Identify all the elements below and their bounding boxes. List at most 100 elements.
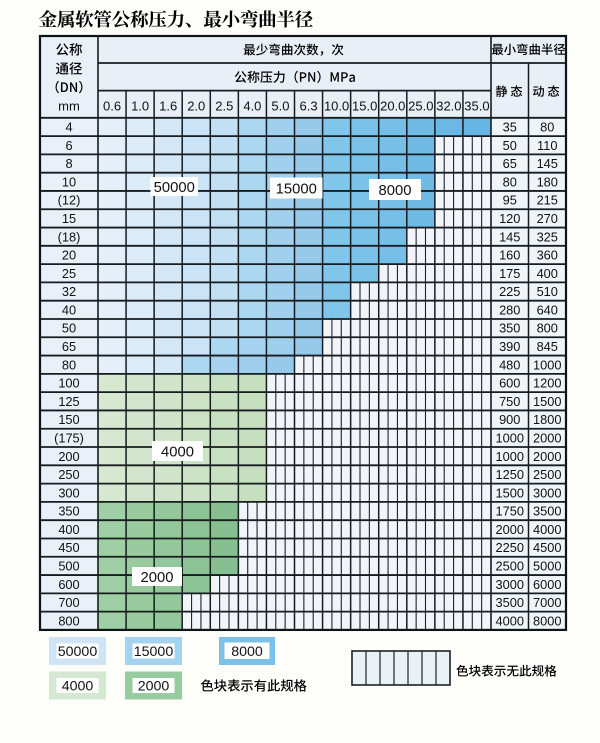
svg-text:4000: 4000 — [161, 444, 194, 460]
svg-text:15000: 15000 — [276, 181, 317, 197]
svg-text:4000: 4000 — [62, 679, 94, 695]
svg-text:4.0: 4.0 — [243, 99, 261, 114]
svg-text:900: 900 — [499, 412, 520, 427]
svg-text:200: 200 — [58, 449, 79, 464]
svg-text:350: 350 — [499, 321, 520, 336]
svg-text:3500: 3500 — [496, 595, 524, 610]
svg-text:6: 6 — [65, 138, 72, 153]
svg-text:50000: 50000 — [154, 180, 195, 196]
svg-text:8000: 8000 — [533, 613, 561, 628]
svg-text:250: 250 — [58, 467, 79, 482]
svg-text:8: 8 — [65, 156, 72, 171]
svg-text:145: 145 — [537, 156, 558, 171]
svg-text:1500: 1500 — [496, 485, 524, 500]
svg-text:120: 120 — [499, 211, 520, 226]
svg-text:50: 50 — [503, 138, 517, 153]
svg-text:160: 160 — [499, 248, 520, 263]
svg-text:145: 145 — [499, 229, 520, 244]
svg-text:1.0: 1.0 — [131, 99, 149, 114]
svg-text:95: 95 — [503, 193, 517, 208]
svg-text:150: 150 — [58, 412, 79, 427]
svg-text:5000: 5000 — [533, 559, 561, 574]
svg-text:600: 600 — [499, 376, 520, 391]
svg-text:3000: 3000 — [496, 577, 524, 592]
svg-text:50: 50 — [62, 321, 76, 336]
svg-text:2.0: 2.0 — [187, 99, 205, 114]
svg-text:640: 640 — [537, 302, 558, 317]
svg-text:50000: 50000 — [58, 644, 98, 660]
svg-text:1000: 1000 — [496, 449, 524, 464]
svg-text:15000: 15000 — [134, 644, 174, 660]
svg-text:2250: 2250 — [496, 540, 524, 555]
svg-text:845: 845 — [537, 339, 558, 354]
svg-text:1800: 1800 — [533, 412, 561, 427]
svg-text:1500: 1500 — [533, 394, 561, 409]
svg-text:1000: 1000 — [533, 357, 561, 372]
svg-text:500: 500 — [58, 559, 79, 574]
svg-text:2500: 2500 — [496, 559, 524, 574]
svg-text:6.3: 6.3 — [300, 99, 318, 114]
svg-text:100: 100 — [58, 376, 79, 391]
svg-text:1200: 1200 — [533, 376, 561, 391]
svg-text:2000: 2000 — [496, 522, 524, 537]
svg-text:2000: 2000 — [141, 570, 174, 586]
svg-text:80: 80 — [503, 174, 517, 189]
svg-text:2500: 2500 — [533, 467, 561, 482]
svg-text:325: 325 — [537, 229, 558, 244]
svg-text:4: 4 — [65, 120, 72, 135]
svg-text:125: 125 — [58, 394, 79, 409]
svg-text:40: 40 — [62, 302, 76, 317]
svg-text:35: 35 — [503, 120, 517, 135]
svg-text:1000: 1000 — [496, 430, 524, 445]
svg-text:20.0: 20.0 — [380, 99, 405, 114]
svg-text:110: 110 — [537, 138, 557, 153]
svg-text:390: 390 — [499, 339, 520, 354]
svg-text:mm: mm — [58, 99, 80, 114]
svg-text:8000: 8000 — [379, 183, 412, 199]
svg-text:10: 10 — [62, 174, 76, 189]
svg-text:1750: 1750 — [496, 504, 524, 519]
svg-text:350: 350 — [58, 504, 79, 519]
svg-text:2000: 2000 — [533, 449, 561, 464]
svg-text:3500: 3500 — [533, 504, 561, 519]
svg-text:80: 80 — [540, 120, 554, 135]
svg-text:400: 400 — [58, 522, 79, 537]
svg-text:2000: 2000 — [533, 430, 561, 445]
svg-text:1250: 1250 — [496, 467, 524, 482]
svg-text:280: 280 — [499, 302, 520, 317]
svg-text:80: 80 — [62, 357, 76, 372]
svg-text:5.0: 5.0 — [271, 99, 289, 114]
svg-text:20: 20 — [62, 248, 76, 263]
svg-text:750: 750 — [499, 394, 520, 409]
svg-text:8000: 8000 — [231, 644, 263, 660]
svg-text:(12): (12) — [58, 193, 81, 208]
svg-text:400: 400 — [537, 266, 558, 281]
svg-text:0.6: 0.6 — [103, 99, 121, 114]
svg-text:800: 800 — [537, 321, 558, 336]
svg-text:480: 480 — [499, 357, 520, 372]
svg-text:1.6: 1.6 — [159, 99, 177, 114]
svg-text:15.0: 15.0 — [352, 99, 377, 114]
svg-text:7000: 7000 — [533, 595, 561, 610]
svg-text:800: 800 — [58, 613, 79, 628]
svg-text:25.0: 25.0 — [408, 99, 433, 114]
svg-text:35.0: 35.0 — [464, 99, 489, 114]
svg-text:360: 360 — [537, 248, 558, 263]
svg-text:510: 510 — [537, 284, 558, 299]
svg-text:180: 180 — [537, 174, 558, 189]
svg-text:32.0: 32.0 — [436, 99, 461, 114]
svg-text:32: 32 — [62, 284, 76, 299]
svg-text:225: 225 — [499, 284, 520, 299]
svg-text:4500: 4500 — [533, 540, 561, 555]
svg-text:(175): (175) — [54, 430, 84, 445]
svg-text:270: 270 — [537, 211, 558, 226]
svg-text:(18): (18) — [58, 229, 81, 244]
svg-text:3000: 3000 — [533, 485, 561, 500]
svg-text:10.0: 10.0 — [324, 99, 349, 114]
svg-text:4000: 4000 — [496, 613, 524, 628]
svg-text:6000: 6000 — [533, 577, 561, 592]
svg-text:25: 25 — [62, 266, 76, 281]
svg-text:2000: 2000 — [138, 679, 170, 695]
svg-text:65: 65 — [503, 156, 517, 171]
svg-text:2.5: 2.5 — [215, 99, 233, 114]
